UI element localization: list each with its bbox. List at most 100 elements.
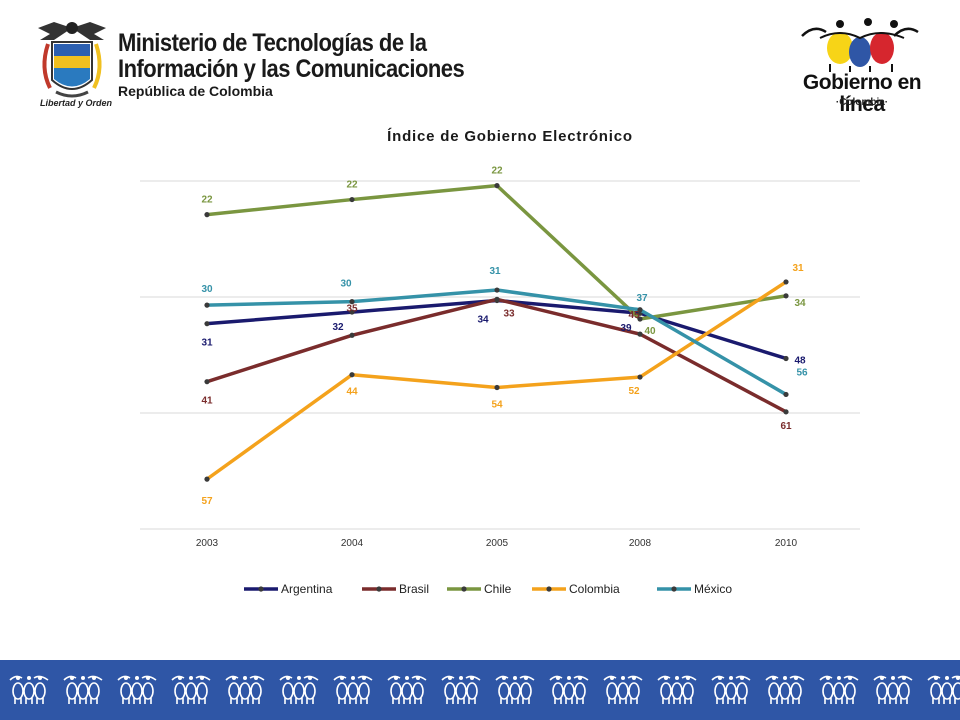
data-label: 30 — [201, 284, 213, 295]
data-point — [494, 183, 500, 189]
x-tick-label: 2005 — [486, 538, 509, 549]
ministry-line-2: Información y las Comunicaciones — [118, 55, 465, 83]
data-point — [637, 307, 643, 313]
data-label: 22 — [201, 195, 213, 206]
data-label: 31 — [201, 338, 213, 349]
data-label: 22 — [346, 180, 358, 191]
people-figures-pattern-icon — [9, 675, 960, 704]
x-axis-tick-labels: 2003 2004 2005 2008 2010 — [196, 538, 798, 549]
data-point — [637, 316, 643, 322]
legend-label: Argentina — [281, 582, 333, 596]
footer-figure-icon — [819, 675, 859, 704]
program-country: ·Colombia· — [835, 97, 889, 108]
data-label: 31 — [489, 266, 501, 277]
ministry-line-1: Ministerio de Tecnologías de la — [118, 29, 427, 57]
footer-figure-icon — [657, 675, 697, 704]
footer-figure-icon — [495, 675, 535, 704]
x-tick-label: 2010 — [775, 538, 798, 549]
x-tick-label: 2003 — [196, 538, 219, 549]
data-label: 61 — [780, 421, 792, 432]
data-point — [637, 374, 643, 380]
coat-motto: Libertad y Orden — [39, 98, 112, 108]
data-point — [637, 331, 643, 337]
data-label: 22 — [491, 166, 503, 177]
legend-marker — [376, 586, 382, 592]
data-label: 48 — [794, 355, 806, 366]
data-label: 40 — [644, 326, 656, 337]
data-label: 33 — [503, 308, 515, 319]
data-point — [204, 302, 210, 308]
footer-figure-icon — [765, 675, 805, 704]
legend-label: México — [694, 582, 732, 596]
data-label: 39 — [620, 323, 632, 334]
footer-figure-icon — [117, 675, 157, 704]
data-point — [349, 299, 355, 305]
data-label: 31 — [792, 263, 804, 274]
footer-figure-icon — [9, 675, 49, 704]
grid-lines — [140, 180, 860, 530]
data-point — [783, 293, 789, 299]
footer-figure-icon — [387, 675, 427, 704]
legend-item-méxico: México — [657, 582, 732, 596]
footer-figure-icon — [603, 675, 643, 704]
series-line-méxico — [206, 288, 787, 396]
colombia-coat-of-arms-icon — [38, 22, 106, 98]
data-point — [783, 391, 789, 398]
data-label: 35 — [346, 303, 358, 314]
footer-figure-icon — [171, 675, 211, 704]
data-label: 56 — [796, 367, 808, 378]
footer-figure-icon — [441, 675, 481, 704]
data-label: 41 — [201, 396, 213, 407]
data-label: 32 — [332, 322, 344, 333]
data-point — [783, 279, 789, 285]
data-point — [349, 372, 355, 378]
legend-item-argentina: Argentina — [244, 582, 333, 596]
legend-label: Chile — [484, 582, 512, 596]
data-point — [349, 309, 355, 315]
data-label: 34 — [794, 298, 806, 309]
legend: Argentina Brasil Chile Colombia México — [244, 582, 732, 596]
footer-figure-row — [9, 675, 960, 704]
legend-label: Brasil — [399, 582, 429, 596]
data-point — [204, 321, 210, 327]
x-tick-label: 2004 — [341, 538, 364, 549]
data-point — [204, 379, 210, 385]
series-lines — [204, 183, 789, 482]
footer-figure-icon — [279, 675, 319, 704]
data-label: 54 — [491, 399, 503, 410]
chart-title: Índice de Gobierno Electrónico — [387, 128, 633, 145]
ministry-title: Ministerio de Tecnologías de la Informac… — [118, 30, 511, 99]
footer-figure-icon — [711, 675, 751, 704]
data-point — [783, 409, 789, 415]
legend-marker — [258, 586, 264, 592]
data-label: 52 — [628, 386, 640, 397]
data-point — [204, 212, 210, 218]
data-point — [783, 355, 789, 362]
data-label: 37 — [636, 293, 648, 304]
ministry-line-3: República de Colombia — [118, 83, 273, 99]
three-figures-logo-icon — [801, 18, 919, 72]
data-label: 34 — [477, 314, 489, 325]
footer-figure-icon — [333, 675, 373, 704]
line-chart: Índice de Gobierno Electrónico 0,40,50,6… — [140, 128, 860, 596]
data-label: 30 — [340, 279, 352, 290]
header: Libertad y Orden Ministerio de Tecnologí… — [0, 0, 960, 120]
data-point — [349, 196, 355, 203]
x-tick-label: 2008 — [629, 538, 652, 549]
legend-label: Colombia — [569, 582, 620, 596]
series-line-colombia — [205, 280, 787, 481]
legend-marker — [546, 586, 552, 592]
data-label: 44 — [346, 387, 358, 398]
data-point — [494, 287, 500, 293]
data-point — [349, 332, 355, 338]
footer-figure-icon — [927, 675, 960, 704]
footer-figure-icon — [873, 675, 913, 704]
chart-container: Índice de Gobierno Electrónico 0,40,50,6… — [140, 122, 860, 608]
footer-pattern-bar — [0, 660, 960, 720]
legend-item-colombia: Colombia — [532, 582, 620, 596]
footer-figure-icon — [225, 675, 265, 704]
data-label: 45 — [628, 310, 640, 321]
program-name: Gobierno en línea — [802, 71, 922, 116]
data-point — [494, 296, 500, 302]
legend-item-brasil: Brasil — [362, 582, 429, 596]
